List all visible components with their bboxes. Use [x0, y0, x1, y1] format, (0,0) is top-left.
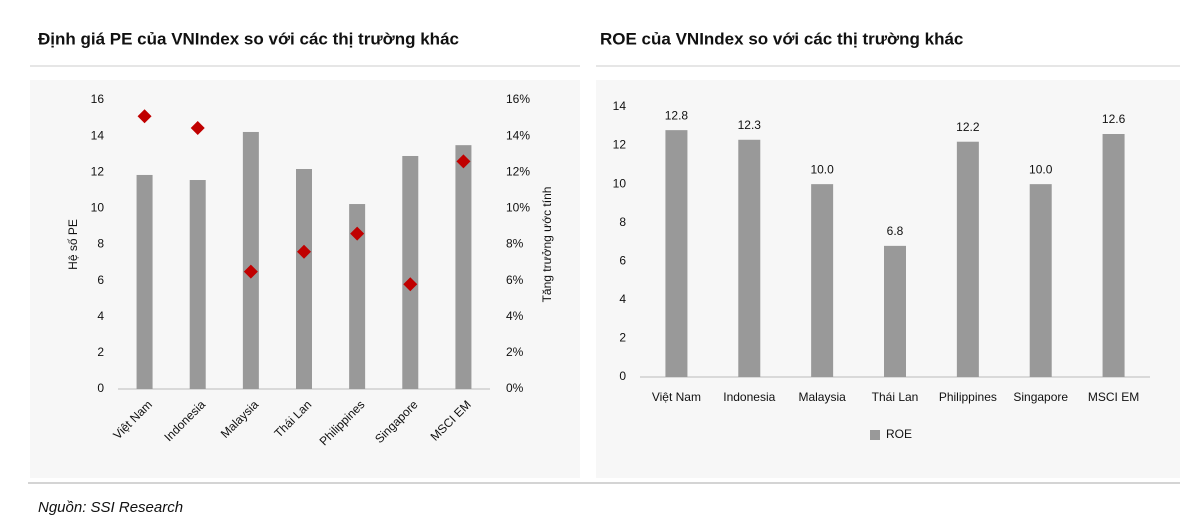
bar	[884, 245, 906, 377]
y2-tick-label: 16%	[506, 92, 530, 106]
x-tick-label: Singapore	[1013, 390, 1068, 404]
chart-title: Định giá PE của VNIndex so với các thị t…	[38, 29, 459, 48]
y2-tick-label: 6%	[506, 273, 524, 287]
x-tick-label: MSCI EM	[1088, 390, 1139, 404]
y-tick-label: 10	[613, 176, 627, 190]
y2-tick-label: 0%	[506, 381, 524, 395]
y2-tick-label: 8%	[506, 237, 524, 251]
bar	[738, 139, 761, 377]
x-tick-label: Philippines	[939, 390, 997, 404]
x-tick-label: Malaysia	[798, 390, 846, 404]
value-label: 12.2	[956, 120, 980, 134]
y-tick-label: 14	[91, 128, 105, 142]
y-tick-label: 6	[97, 273, 104, 287]
bar	[349, 204, 366, 389]
y-tick-label: 14	[613, 99, 627, 113]
y2-tick-label: 14%	[506, 128, 530, 142]
marker	[403, 277, 418, 292]
y-tick-label: 12	[91, 164, 105, 178]
y-tick-label: 2	[619, 331, 626, 345]
bar	[189, 180, 206, 389]
y-tick-label: 10	[91, 201, 105, 215]
y-tick-label: 12	[613, 138, 627, 152]
y-axis-title: Hệ số PE	[66, 219, 80, 270]
marker	[243, 264, 258, 279]
y2-tick-label: 10%	[506, 201, 530, 215]
marker	[190, 120, 205, 135]
marker	[137, 109, 152, 124]
bar	[1029, 184, 1052, 377]
value-label: 6.8	[887, 224, 904, 238]
value-label: 12.8	[665, 108, 689, 122]
y-tick-label: 4	[97, 309, 104, 323]
x-tick-label: Thái Lan	[872, 390, 919, 404]
y-tick-label: 2	[97, 345, 104, 359]
y-tick-label: 6	[619, 253, 626, 267]
y-tick-label: 8	[97, 237, 104, 251]
y-tick-label: 16	[91, 92, 105, 106]
y2-axis-title: Tăng trưởng ước tính	[540, 187, 554, 303]
value-label: 10.0	[810, 162, 834, 176]
value-label: 10.0	[1029, 162, 1053, 176]
bar	[402, 155, 419, 389]
y-tick-label: 0	[619, 369, 626, 383]
source: Nguồn: SSI Research	[38, 499, 183, 516]
y-tick-label: 4	[619, 292, 626, 306]
chart-title: ROE của VNIndex so với các thị trường kh…	[600, 29, 963, 48]
x-tick-label: Indonesia	[723, 390, 775, 404]
y2-tick-label: 4%	[506, 309, 524, 323]
y-tick-label: 0	[97, 381, 104, 395]
bar	[242, 131, 259, 389]
bar	[296, 168, 312, 389]
bar	[455, 145, 472, 389]
bar	[1102, 134, 1125, 377]
marker	[456, 154, 471, 169]
bar	[811, 184, 834, 377]
value-label: 12.6	[1102, 112, 1126, 126]
bar	[956, 141, 979, 377]
y2-tick-label: 2%	[506, 345, 524, 359]
y2-tick-label: 12%	[506, 164, 530, 178]
x-tick-label: Việt Nam	[652, 390, 701, 404]
value-label: 12.3	[738, 118, 762, 132]
marker	[297, 244, 311, 259]
bar	[136, 174, 153, 389]
bar	[665, 130, 688, 377]
legend-label: ROE	[886, 427, 912, 441]
legend-swatch	[870, 430, 880, 440]
marker	[350, 226, 365, 241]
y-tick-label: 8	[619, 215, 626, 229]
